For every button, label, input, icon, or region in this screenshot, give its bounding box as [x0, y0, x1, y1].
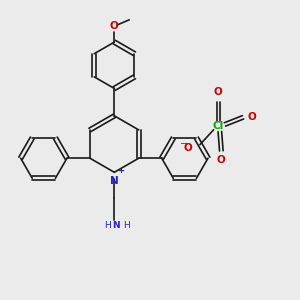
Text: O: O — [110, 21, 119, 31]
Text: Cl: Cl — [213, 121, 224, 131]
Text: N: N — [110, 176, 119, 186]
Text: N: N — [112, 221, 120, 230]
Text: H: H — [123, 221, 129, 230]
Text: H: H — [105, 221, 111, 230]
Text: O: O — [214, 87, 223, 98]
Text: O: O — [247, 112, 256, 122]
Text: +: + — [117, 166, 124, 175]
Text: O: O — [184, 142, 193, 153]
Text: −: − — [179, 139, 188, 149]
Text: O: O — [217, 155, 226, 165]
